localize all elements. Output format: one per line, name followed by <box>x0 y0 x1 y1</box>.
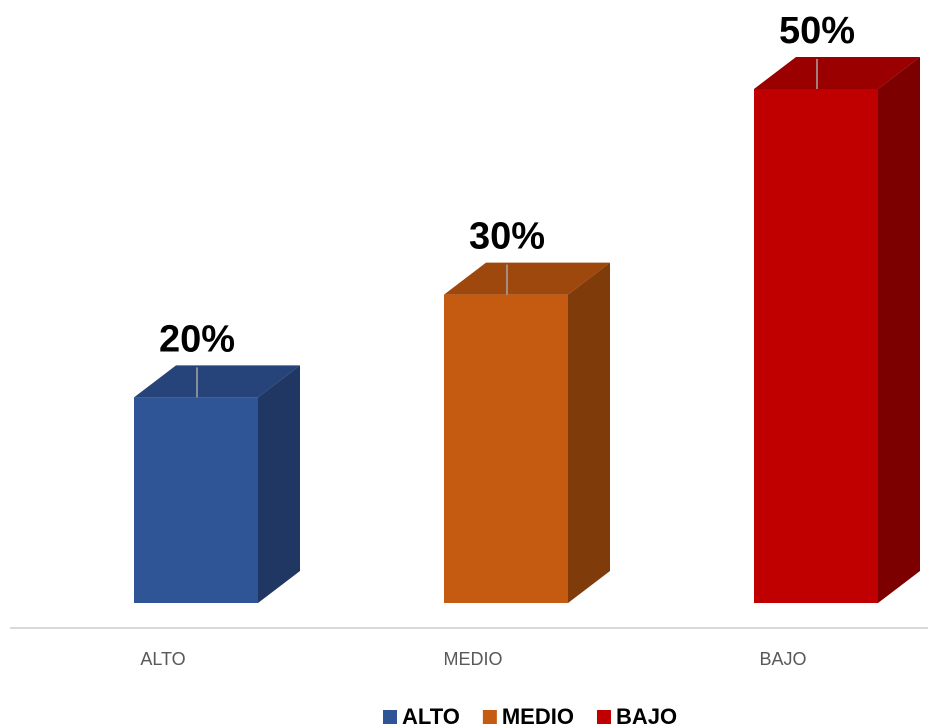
legend-swatch <box>482 710 497 724</box>
legend-label: MEDIO <box>502 704 574 728</box>
x-tick-label: ALTO <box>140 649 185 669</box>
bar-side <box>878 57 920 603</box>
bar <box>754 57 920 603</box>
x-tick-label: BAJO <box>759 649 806 669</box>
legend: ALTO MEDIO BAJO <box>383 704 677 728</box>
bar-top <box>444 262 610 295</box>
legend-label: BAJO <box>616 704 677 728</box>
bar-front <box>754 89 878 603</box>
bar-front <box>444 294 568 603</box>
legend-label: ALTO <box>402 704 460 728</box>
bar-side <box>568 262 610 603</box>
legend-swatch <box>596 710 611 724</box>
bar-front <box>134 397 258 603</box>
legend-swatch <box>383 710 397 724</box>
bar <box>134 365 300 603</box>
bar-top <box>754 57 920 89</box>
value-label: 50% <box>779 10 855 52</box>
bar-side <box>258 365 300 603</box>
value-label: 30% <box>469 216 545 258</box>
bar <box>444 262 610 603</box>
bar-top <box>134 365 300 398</box>
value-label: 20% <box>159 318 235 360</box>
x-tick-label: MEDIO <box>443 649 502 669</box>
